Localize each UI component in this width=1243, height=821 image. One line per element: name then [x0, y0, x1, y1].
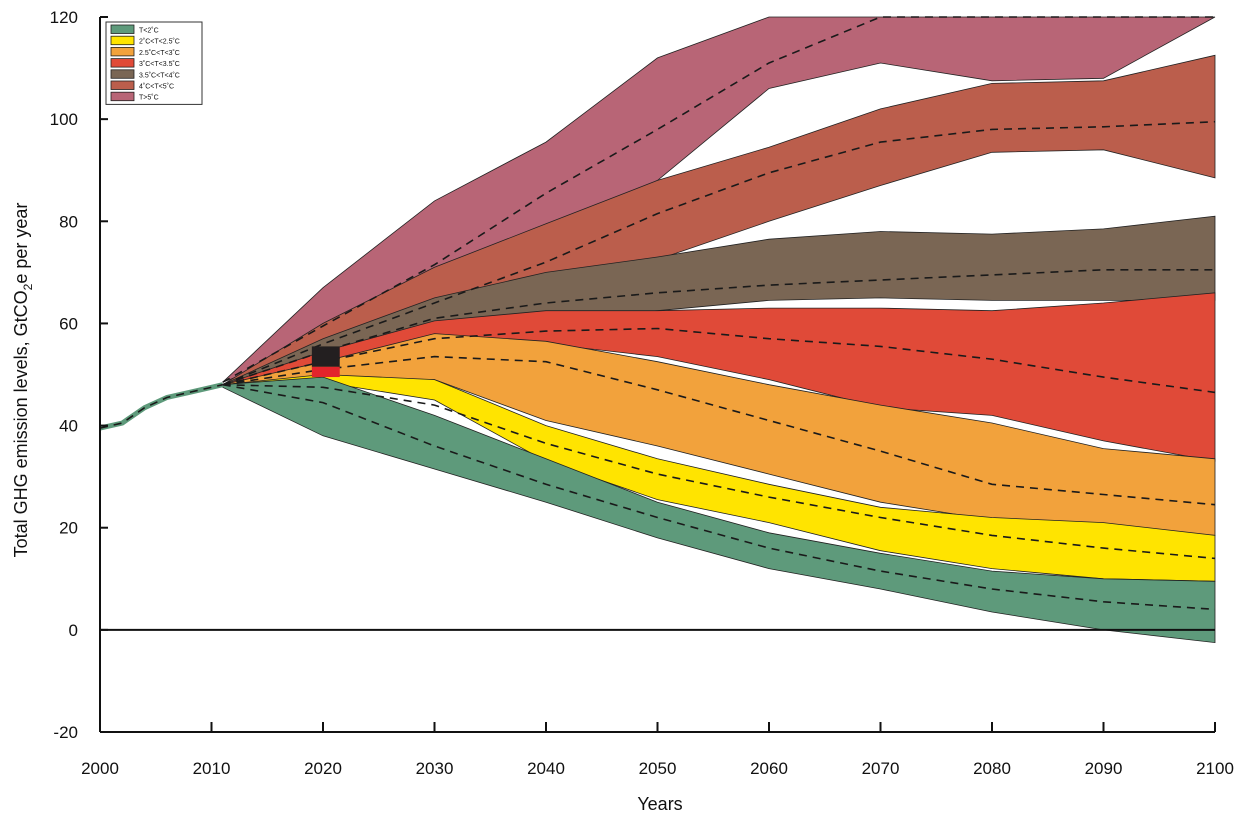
legend-swatch-3 — [110, 58, 135, 68]
x-tick-label: 2020 — [304, 759, 342, 778]
historical-series — [99, 382, 224, 431]
x-tick-label: 2070 — [862, 759, 900, 778]
y-tick-label: 80 — [59, 212, 78, 231]
band-series-0 — [222, 376, 1216, 644]
x-axis-label: Years — [637, 794, 682, 814]
x-tick-label: 2040 — [527, 759, 565, 778]
median-line-series-5 — [222, 120, 1216, 386]
median-line-series-2 — [222, 355, 1216, 506]
y-axis-label-tail: e per year — [11, 203, 31, 284]
x-tick-label: 2000 — [81, 759, 119, 778]
history-line — [99, 383, 223, 429]
x-tick-label: 2010 — [193, 759, 231, 778]
box-2020-black — [311, 346, 340, 367]
legend: T<2˚C 2˚C<T<2.5˚C 2.5˚C<T<3˚C 3˚C<T<3.5˚C 3.… — [105, 21, 203, 105]
axes — [99, 16, 1216, 733]
y-tick-label: 40 — [59, 417, 78, 436]
legend-label-1: 2˚C<T<2.5˚C — [139, 38, 180, 46]
median-line-series-3 — [222, 327, 1216, 394]
x-tick-label: 2100 — [1196, 759, 1234, 778]
legend-swatch-0 — [110, 24, 135, 34]
legend-swatch-4 — [110, 69, 135, 79]
legend-swatch-1 — [110, 35, 135, 46]
x-tick-label: 2090 — [1085, 759, 1123, 778]
legend-label-4: 3.5˚C<T<4˚C — [139, 71, 180, 79]
y-tick-label: 0 — [69, 621, 78, 640]
y-axis-label-main: Total GHG emission levels, GtCO — [11, 290, 31, 557]
legend-label-0: T<2˚C — [139, 27, 159, 35]
legend-label-6: T>5˚C — [139, 94, 159, 102]
x-tick-label: 2060 — [750, 759, 788, 778]
legend-swatch-2 — [110, 47, 135, 57]
y-tick-label: 20 — [59, 519, 78, 538]
box-2020-red — [311, 366, 340, 378]
tick-labels: 2000 2010 2020 2030 2040 2050 2060 2070 2080 2090… — [50, 8, 1234, 778]
y-tick-label: 120 — [50, 8, 78, 27]
y-axis-label: Total GHG emission levels, GtCO2e per ye… — [11, 203, 35, 558]
x-tick-label: 2050 — [639, 759, 677, 778]
x-tick-label: 2080 — [973, 759, 1011, 778]
y-axis-label-subscript: 2 — [21, 283, 35, 290]
scenario-median-lines — [222, 16, 1216, 611]
emissions-2020-box — [311, 346, 340, 378]
x-tick-label: 2030 — [416, 759, 454, 778]
median-line-series-1 — [222, 383, 1216, 560]
y-tick-label: 100 — [50, 110, 78, 129]
y-tick-label: -20 — [53, 723, 78, 742]
legend-label-3: 3˚C<T<3.5˚C — [139, 60, 180, 68]
y-tick-label: 60 — [59, 314, 78, 333]
median-line-series-0 — [222, 383, 1216, 611]
legend-swatch-6 — [110, 91, 135, 102]
band-series-2 — [222, 333, 1216, 536]
legend-label-2: 2.5˚C<T<3˚C — [139, 49, 180, 57]
legend-swatch-5 — [110, 80, 135, 90]
history-band — [99, 382, 224, 431]
legend-label-5: 4˚C<T<5˚C — [139, 83, 174, 91]
scenario-bands — [222, 16, 1216, 644]
